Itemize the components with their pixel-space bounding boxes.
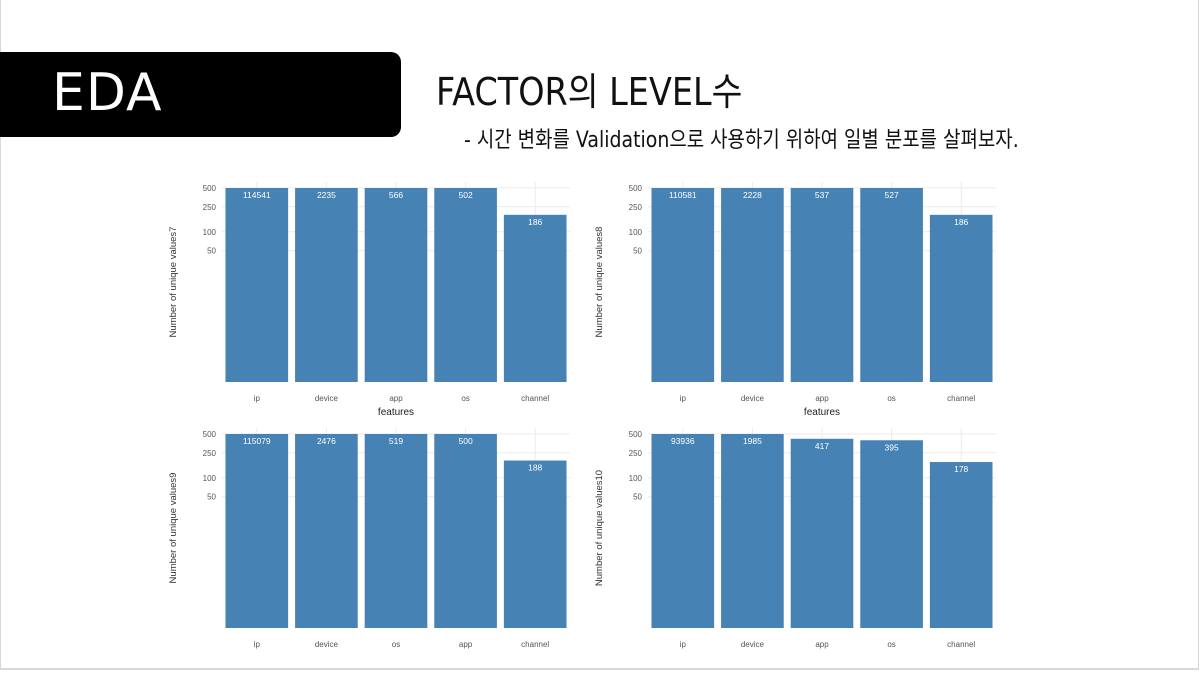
bar-value-label: 188 <box>528 463 542 473</box>
x-tick-label: app <box>459 640 473 649</box>
x-tick-label: ip <box>680 640 687 649</box>
bar-device <box>721 188 784 382</box>
x-tick-label: device <box>741 394 765 403</box>
bar-channel <box>503 460 567 628</box>
y-tick-label: 50 <box>633 247 642 256</box>
bar-os <box>364 434 428 628</box>
y-tick-label: 50 <box>207 493 216 502</box>
x-tick-label: os <box>392 640 400 649</box>
bar-value-label: 502 <box>459 190 473 200</box>
x-tick-label: ip <box>254 394 261 403</box>
bar-value-label: 527 <box>885 190 899 200</box>
bar-value-label: 93936 <box>671 436 695 446</box>
bar-ip <box>225 434 289 628</box>
bar-chart-10: 50000100005002501005093936ip1985device41… <box>594 428 996 649</box>
bar-channel <box>929 214 993 382</box>
x-tick-label: channel <box>947 394 975 403</box>
bar-os <box>860 440 923 628</box>
bar-chart-7: 500001000050025010050114541ip2235device5… <box>168 182 570 418</box>
slide-title: FACTOR의 LEVEL수 <box>436 70 743 114</box>
y-tick-label: 250 <box>203 203 217 212</box>
y-tick-label: 100 <box>629 228 643 237</box>
bar-value-label: 186 <box>954 217 968 227</box>
bar-value-label: 110581 <box>669 190 697 200</box>
bar-channel <box>503 214 567 382</box>
chart-panel-8: 500001000050025010050110581ip2228device5… <box>590 178 1000 422</box>
y-axis-label: Number of unique values7 <box>168 227 179 338</box>
bar-channel <box>929 462 993 628</box>
bar-value-label: 2235 <box>317 190 336 200</box>
bar-device <box>295 188 358 382</box>
bar-os <box>860 188 923 382</box>
y-tick-label: 250 <box>629 449 643 458</box>
y-tick-label: 50 <box>633 493 642 502</box>
bar-app <box>434 434 497 628</box>
bar-chart-8: 500001000050025010050110581ip2228device5… <box>594 182 996 418</box>
x-axis-label: features <box>378 407 414 418</box>
bar-value-label: 500 <box>459 436 473 446</box>
bar-value-label: 2228 <box>743 190 762 200</box>
x-tick-label: app <box>815 394 829 403</box>
x-tick-label: app <box>815 640 829 649</box>
x-tick-label: channel <box>521 640 549 649</box>
y-axis-label: Number of unique values8 <box>594 227 605 338</box>
bar-value-label: 186 <box>528 217 542 227</box>
y-tick-label: 500 <box>629 184 643 193</box>
chart-panel-10: 50000100005002501005093936ip1985device41… <box>590 424 1000 656</box>
slide-subtitle: - 시간 변화를 Validation으로 사용하기 위하여 일별 분포를 살펴… <box>464 128 1019 153</box>
bar-ip <box>651 188 715 382</box>
x-tick-label: device <box>315 640 339 649</box>
y-tick-label: 250 <box>629 203 643 212</box>
x-tick-label: os <box>461 394 469 403</box>
bar-value-label: 1985 <box>743 436 762 446</box>
bar-device <box>721 434 784 628</box>
bar-value-label: 519 <box>389 436 403 446</box>
y-tick-label: 100 <box>203 474 217 483</box>
bar-value-label: 395 <box>885 442 899 452</box>
bar-value-label: 417 <box>815 441 829 451</box>
bar-app <box>790 188 854 382</box>
y-tick-label: 500 <box>203 430 217 439</box>
bar-value-label: 566 <box>389 190 403 200</box>
bar-value-label: 115079 <box>243 436 271 446</box>
bar-value-label: 537 <box>815 190 829 200</box>
y-axis-label: Number of unique values10 <box>594 470 605 586</box>
bar-value-label: 114541 <box>243 190 271 200</box>
bar-os <box>434 188 497 382</box>
bar-ip <box>225 188 289 382</box>
x-tick-label: channel <box>521 394 549 403</box>
bar-device <box>295 434 358 628</box>
x-tick-label: os <box>887 394 895 403</box>
x-tick-label: device <box>315 394 339 403</box>
y-tick-label: 50 <box>207 247 216 256</box>
x-tick-label: ip <box>680 394 687 403</box>
bar-ip <box>651 434 715 628</box>
x-tick-label: channel <box>947 640 975 649</box>
y-tick-label: 250 <box>203 449 217 458</box>
x-tick-label: app <box>389 394 403 403</box>
x-tick-label: ip <box>254 640 261 649</box>
bar-chart-9: 500001000050025010050115079ip2476device5… <box>168 428 570 649</box>
y-tick-label: 500 <box>629 430 643 439</box>
y-tick-label: 100 <box>629 474 643 483</box>
bar-app <box>364 188 428 382</box>
y-tick-label: 100 <box>203 228 217 237</box>
y-tick-label: 500 <box>203 184 217 193</box>
y-axis-label: Number of unique values9 <box>168 473 179 584</box>
section-banner <box>0 52 401 137</box>
x-tick-label: device <box>741 640 765 649</box>
bar-value-label: 2476 <box>317 436 336 446</box>
x-axis-label: features <box>804 407 840 418</box>
bar-value-label: 178 <box>954 464 968 474</box>
x-tick-label: os <box>887 640 895 649</box>
chart-panel-9: 500001000050025010050115079ip2476device5… <box>164 424 574 656</box>
chart-panel-7: 500001000050025010050114541ip2235device5… <box>164 178 574 422</box>
bar-app <box>790 438 854 628</box>
section-label: EDA <box>52 63 163 123</box>
